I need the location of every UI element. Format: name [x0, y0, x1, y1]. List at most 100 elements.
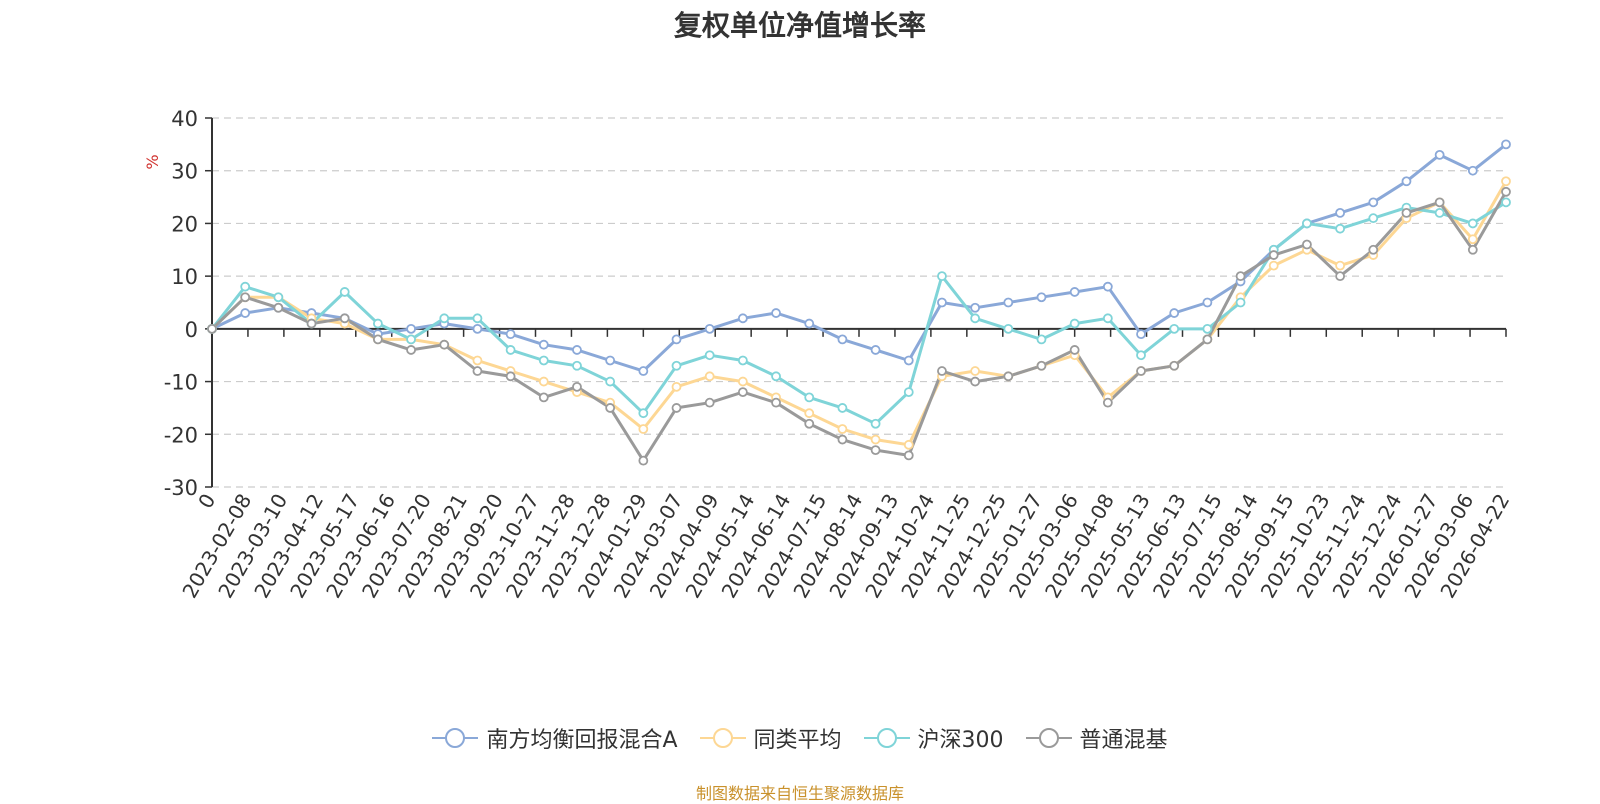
data-point [638, 366, 649, 376]
legend-circle-icon [432, 728, 479, 748]
data-point [1136, 366, 1146, 376]
y-tick-label: -10 [164, 371, 198, 395]
data-point [572, 381, 582, 392]
series-lines [210, 142, 1508, 463]
data-point [638, 424, 649, 434]
data-point [1069, 287, 1080, 297]
legend-label: 普通混基 [1079, 728, 1168, 753]
data-point [1102, 281, 1113, 292]
data-point [1467, 234, 1478, 245]
data-point [207, 323, 217, 334]
legend-item-series-3[interactable]: 普通混基 [1025, 722, 1168, 754]
data-point [572, 360, 582, 371]
data-point [870, 345, 881, 355]
data-point [406, 334, 416, 345]
data-point [538, 376, 549, 387]
data-point [837, 403, 848, 413]
data-point [1401, 207, 1412, 218]
data-point [505, 329, 516, 340]
y-tick-label: 30 [171, 160, 198, 184]
data-point [1501, 139, 1511, 150]
legend-label: 沪深300 [917, 728, 1004, 753]
series-line-1 [210, 179, 1508, 447]
data-point [339, 313, 350, 324]
y-axis-label: % [143, 154, 162, 169]
data-point [505, 345, 516, 355]
data-point [240, 292, 251, 303]
legend-item-series-1[interactable]: 同类平均 [699, 722, 842, 754]
data-point [1102, 313, 1113, 324]
data-point [572, 345, 582, 355]
data-point [1302, 239, 1312, 250]
data-point [1235, 297, 1246, 308]
legend-circle-icon [699, 728, 746, 748]
chart-legend: 南方均衡回报混合A 同类平均 沪深300 普通混基 [0, 722, 1600, 754]
data-point [804, 408, 815, 419]
data-point [804, 392, 815, 403]
data-point [804, 418, 815, 429]
data-point [1467, 218, 1478, 229]
data-point [1136, 329, 1146, 340]
data-point [837, 424, 848, 434]
data-point [771, 371, 781, 382]
data-point [605, 376, 616, 387]
data-point [1501, 186, 1511, 197]
legend-label: 同类平均 [753, 728, 842, 753]
data-point [240, 281, 251, 292]
legend-item-series-0[interactable]: 南方均衡回报混合A [432, 722, 678, 754]
data-point [771, 308, 781, 318]
chart-title: 复权单位净值增长率 [673, 9, 926, 42]
grid-lines [212, 117, 1506, 488]
data-point [1003, 297, 1014, 308]
data-point [1069, 318, 1080, 329]
data-point [605, 355, 616, 366]
data-point [704, 323, 715, 334]
data-point [439, 339, 450, 350]
data-point [439, 313, 450, 324]
data-point [771, 397, 781, 408]
data-point [339, 287, 350, 297]
y-tick-label: 10 [171, 265, 198, 289]
data-point [737, 313, 748, 324]
data-point [671, 334, 682, 345]
data-point [1368, 213, 1379, 224]
data-point [870, 418, 881, 429]
data-point [704, 371, 715, 382]
data-point [1434, 149, 1445, 160]
axes: -30-20-1001020304002023-02-082023-03-102… [164, 107, 1515, 602]
series-line-3 [210, 190, 1508, 463]
data-point [1169, 360, 1180, 371]
data-point [970, 366, 981, 376]
data-point [638, 408, 649, 419]
data-point [903, 387, 914, 398]
data-point [1335, 260, 1346, 271]
data-point [538, 392, 549, 403]
legend-label: 南方均衡回报混合A [486, 728, 678, 753]
data-point [1036, 292, 1047, 303]
data-point [1169, 308, 1180, 318]
data-point [671, 381, 682, 392]
series-line-2 [210, 200, 1508, 426]
line-chart: -30-20-1001020304002023-02-082023-03-102… [143, 107, 1515, 602]
data-point [638, 455, 649, 466]
data-point [970, 376, 981, 387]
data-point [737, 387, 748, 398]
data-point [1268, 260, 1279, 271]
data-point [1368, 244, 1379, 255]
legend-item-series-2[interactable]: 沪深300 [863, 722, 1004, 754]
data-point [1202, 334, 1213, 345]
source-note: 制图数据来自恒生聚源数据库 [695, 784, 904, 803]
y-tick-label: -30 [164, 476, 198, 500]
data-point [1268, 250, 1279, 260]
data-point [937, 271, 947, 282]
y-tick-label: 0 [185, 318, 198, 342]
data-point [903, 450, 914, 461]
data-point [1003, 371, 1014, 382]
data-point [1335, 207, 1346, 218]
legend-circle-icon [1025, 728, 1072, 748]
data-point [1368, 197, 1379, 208]
data-point [704, 350, 715, 361]
data-point [937, 297, 947, 308]
data-point [937, 366, 947, 376]
data-point [870, 445, 881, 456]
